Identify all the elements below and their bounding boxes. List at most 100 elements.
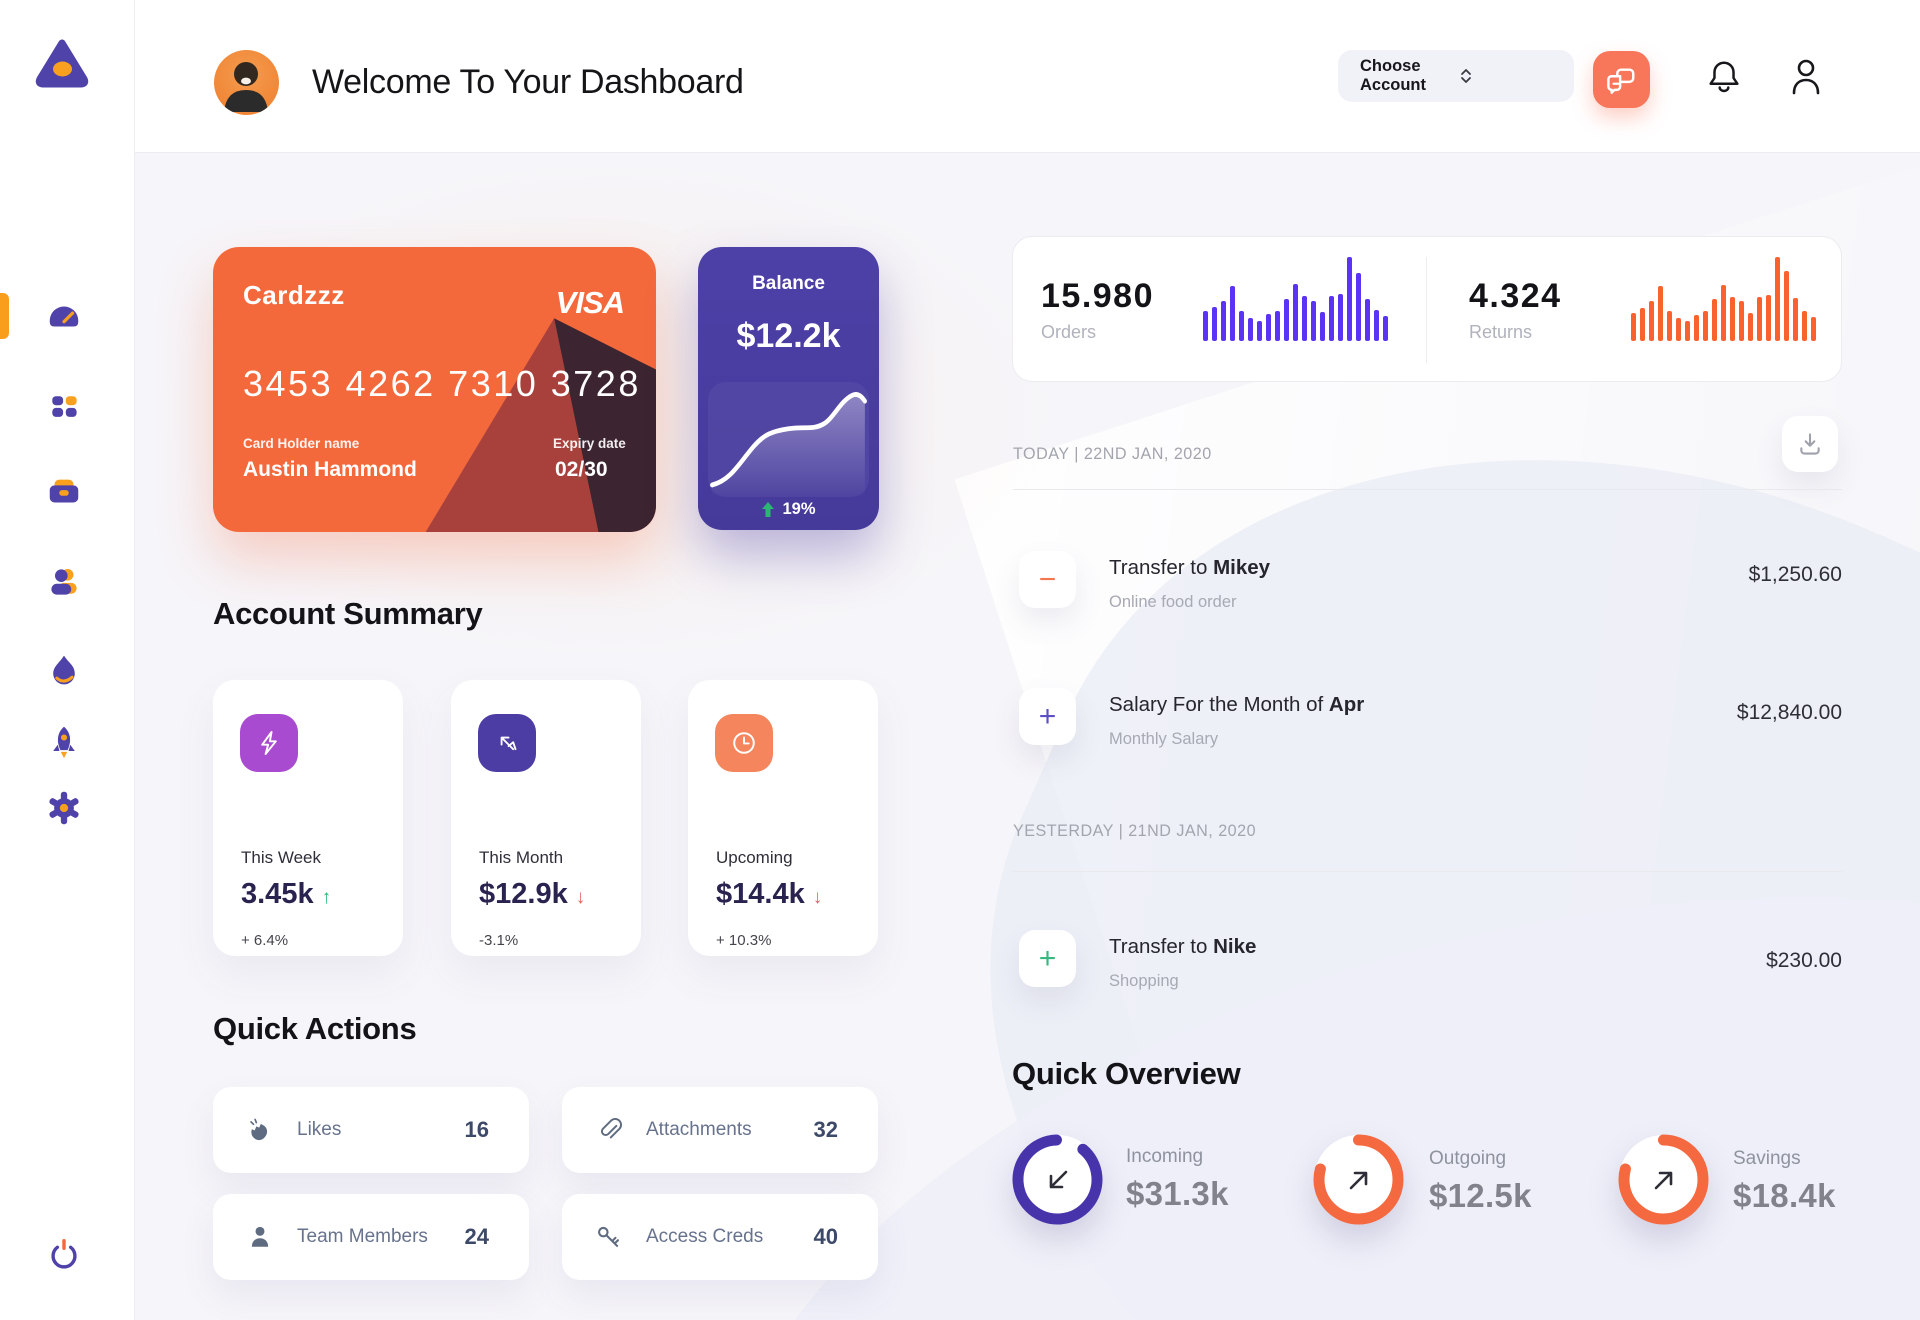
user-icon bbox=[46, 564, 82, 600]
account-dropdown[interactable]: Choose Account bbox=[1338, 50, 1574, 102]
incoming-ring bbox=[1012, 1134, 1103, 1225]
card-holder-label: Card Holder name bbox=[243, 436, 360, 451]
transaction-title: Salary For the Month of Apr bbox=[1109, 693, 1365, 716]
orders-returns-panel: 15.980 Orders 4.324 Returns bbox=[1012, 236, 1842, 382]
lightning-icon bbox=[240, 714, 298, 772]
trend-down-icon: ↓ bbox=[812, 887, 823, 908]
summary-card-this-week[interactable]: This Week 3.45k ↑ + 6.4% bbox=[213, 680, 403, 956]
quick-action-count: 40 bbox=[813, 1224, 838, 1249]
overview-value: $18.4k bbox=[1733, 1177, 1836, 1214]
download-icon bbox=[1797, 431, 1823, 457]
transaction-amount: $1,250.60 bbox=[1748, 563, 1842, 586]
rocket-icon bbox=[46, 724, 82, 760]
quick-action-likes[interactable]: Likes 16 bbox=[213, 1087, 529, 1173]
balance-card[interactable]: Balance $12.2k 19% bbox=[698, 247, 879, 530]
power-icon bbox=[45, 1234, 83, 1272]
quick-action-label: Access Creds bbox=[646, 1226, 764, 1247]
arrow-down-left-icon bbox=[1013, 1135, 1102, 1224]
chat-button[interactable] bbox=[1593, 51, 1650, 108]
quick-action-count: 32 bbox=[813, 1117, 838, 1142]
card-expiry: 02/30 bbox=[555, 458, 608, 481]
sidebar-item-boost[interactable] bbox=[44, 722, 84, 762]
quick-action-label: Attachments bbox=[646, 1119, 752, 1140]
transaction-sign-plus[interactable]: + bbox=[1019, 688, 1076, 745]
notifications-button[interactable] bbox=[1703, 57, 1745, 99]
minus-icon: − bbox=[1038, 562, 1057, 596]
quick-action-label: Likes bbox=[297, 1119, 342, 1140]
credit-card[interactable]: Cardzzz VISA 3453 4262 7310 3728 Card Ho… bbox=[213, 247, 656, 532]
account-dropdown-label: Choose Account bbox=[1360, 57, 1426, 94]
balance-amount: $12.2k bbox=[736, 317, 841, 355]
stats-divider bbox=[1426, 257, 1427, 363]
profile-button[interactable] bbox=[1785, 57, 1827, 99]
trend-up-icon: ↑ bbox=[321, 887, 332, 908]
transaction-amount: $12,840.00 bbox=[1736, 701, 1842, 724]
overview-label: Incoming bbox=[1126, 1146, 1204, 1167]
trend-down-icon: ↓ bbox=[575, 887, 586, 908]
sidebar-item-settings[interactable] bbox=[44, 788, 84, 828]
sidebar-item-contacts[interactable] bbox=[44, 562, 84, 602]
balance-change-row: 19% bbox=[698, 500, 879, 519]
balance-title: Balance bbox=[752, 273, 825, 294]
quick-action-count: 24 bbox=[464, 1224, 489, 1249]
member-icon bbox=[247, 1224, 273, 1250]
returns-stat: 4.324 Returns bbox=[1469, 277, 1562, 343]
clock-icon bbox=[715, 714, 773, 772]
download-button[interactable] bbox=[1782, 416, 1838, 472]
quick-action-access-creds[interactable]: Access Creds 40 bbox=[562, 1194, 878, 1280]
app-logo-icon[interactable] bbox=[33, 36, 91, 90]
summary-card-upcoming[interactable]: Upcoming $14.4k ↓ + 10.3% bbox=[688, 680, 878, 956]
summary-delta: -3.1% bbox=[479, 932, 519, 949]
user-avatar[interactable] bbox=[214, 50, 279, 115]
transaction-subtitle: Online food order bbox=[1109, 593, 1237, 611]
ring-arc bbox=[1618, 1134, 1709, 1225]
summary-value: $14.4k bbox=[716, 878, 805, 910]
transaction-row[interactable]: Transfer to Nike Shopping bbox=[1109, 935, 1256, 991]
main-content: Cardzzz VISA 3453 4262 7310 3728 Card Ho… bbox=[135, 153, 1920, 1320]
visa-logo: VISA bbox=[555, 285, 625, 320]
sidebar bbox=[0, 0, 135, 1320]
summary-label: Upcoming bbox=[716, 848, 793, 867]
user-outline-icon bbox=[1789, 57, 1823, 99]
transaction-subtitle: Monthly Salary bbox=[1109, 730, 1219, 748]
summary-value-row: 3.45k ↑ bbox=[241, 878, 331, 911]
transaction-amount: $230.00 bbox=[1766, 949, 1842, 972]
summary-card-this-month[interactable]: This Month $12.9k ↓ -3.1% bbox=[451, 680, 641, 956]
savings-ring bbox=[1618, 1134, 1709, 1225]
overview-value: $12.5k bbox=[1429, 1177, 1532, 1214]
sidebar-item-work[interactable] bbox=[44, 472, 84, 512]
quick-action-team-members[interactable]: Team Members 24 bbox=[213, 1194, 529, 1280]
summary-value-row: $12.9k ↓ bbox=[479, 878, 585, 911]
paperclip-icon bbox=[596, 1117, 622, 1143]
transaction-sign-minus[interactable]: − bbox=[1019, 551, 1076, 608]
sidebar-item-apps[interactable] bbox=[44, 387, 84, 427]
summary-value-row: $14.4k ↓ bbox=[716, 878, 822, 911]
summary-delta: + 10.3% bbox=[716, 932, 772, 949]
summary-delta: + 6.4% bbox=[241, 932, 289, 949]
sidebar-item-activity[interactable] bbox=[44, 650, 84, 690]
returns-value: 4.324 bbox=[1469, 277, 1562, 315]
returns-bar-chart bbox=[1631, 257, 1816, 341]
ring-arc bbox=[1313, 1134, 1404, 1225]
sidebar-item-dashboard[interactable] bbox=[44, 296, 84, 336]
returns-label: Returns bbox=[1469, 322, 1533, 342]
summary-label: This Week bbox=[241, 848, 321, 867]
today-date-header: TODAY | 22ND JAN, 2020 bbox=[1013, 444, 1212, 463]
transaction-row[interactable]: Transfer to Mikey Online food order bbox=[1109, 556, 1270, 612]
transaction-row[interactable]: Salary For the Month of Apr Monthly Sala… bbox=[1109, 693, 1364, 749]
arrow-up-right-icon bbox=[1619, 1135, 1708, 1224]
divider bbox=[1013, 489, 1842, 490]
header: Welcome To Your Dashboard Choose Account bbox=[135, 0, 1920, 153]
quick-action-attachments[interactable]: Attachments 32 bbox=[562, 1087, 878, 1173]
logout-button[interactable] bbox=[44, 1233, 84, 1273]
orders-bar-chart bbox=[1203, 257, 1388, 341]
account-summary-title: Account Summary bbox=[213, 596, 483, 631]
plus-icon: + bbox=[1038, 941, 1057, 975]
quick-action-label: Team Members bbox=[297, 1226, 428, 1247]
grid-icon bbox=[46, 389, 82, 425]
card-number: 3453 4262 7310 3728 bbox=[243, 363, 641, 404]
orders-label: Orders bbox=[1041, 322, 1097, 342]
speedometer-icon bbox=[45, 297, 83, 335]
transaction-sign-plus-green[interactable]: + bbox=[1019, 930, 1076, 987]
